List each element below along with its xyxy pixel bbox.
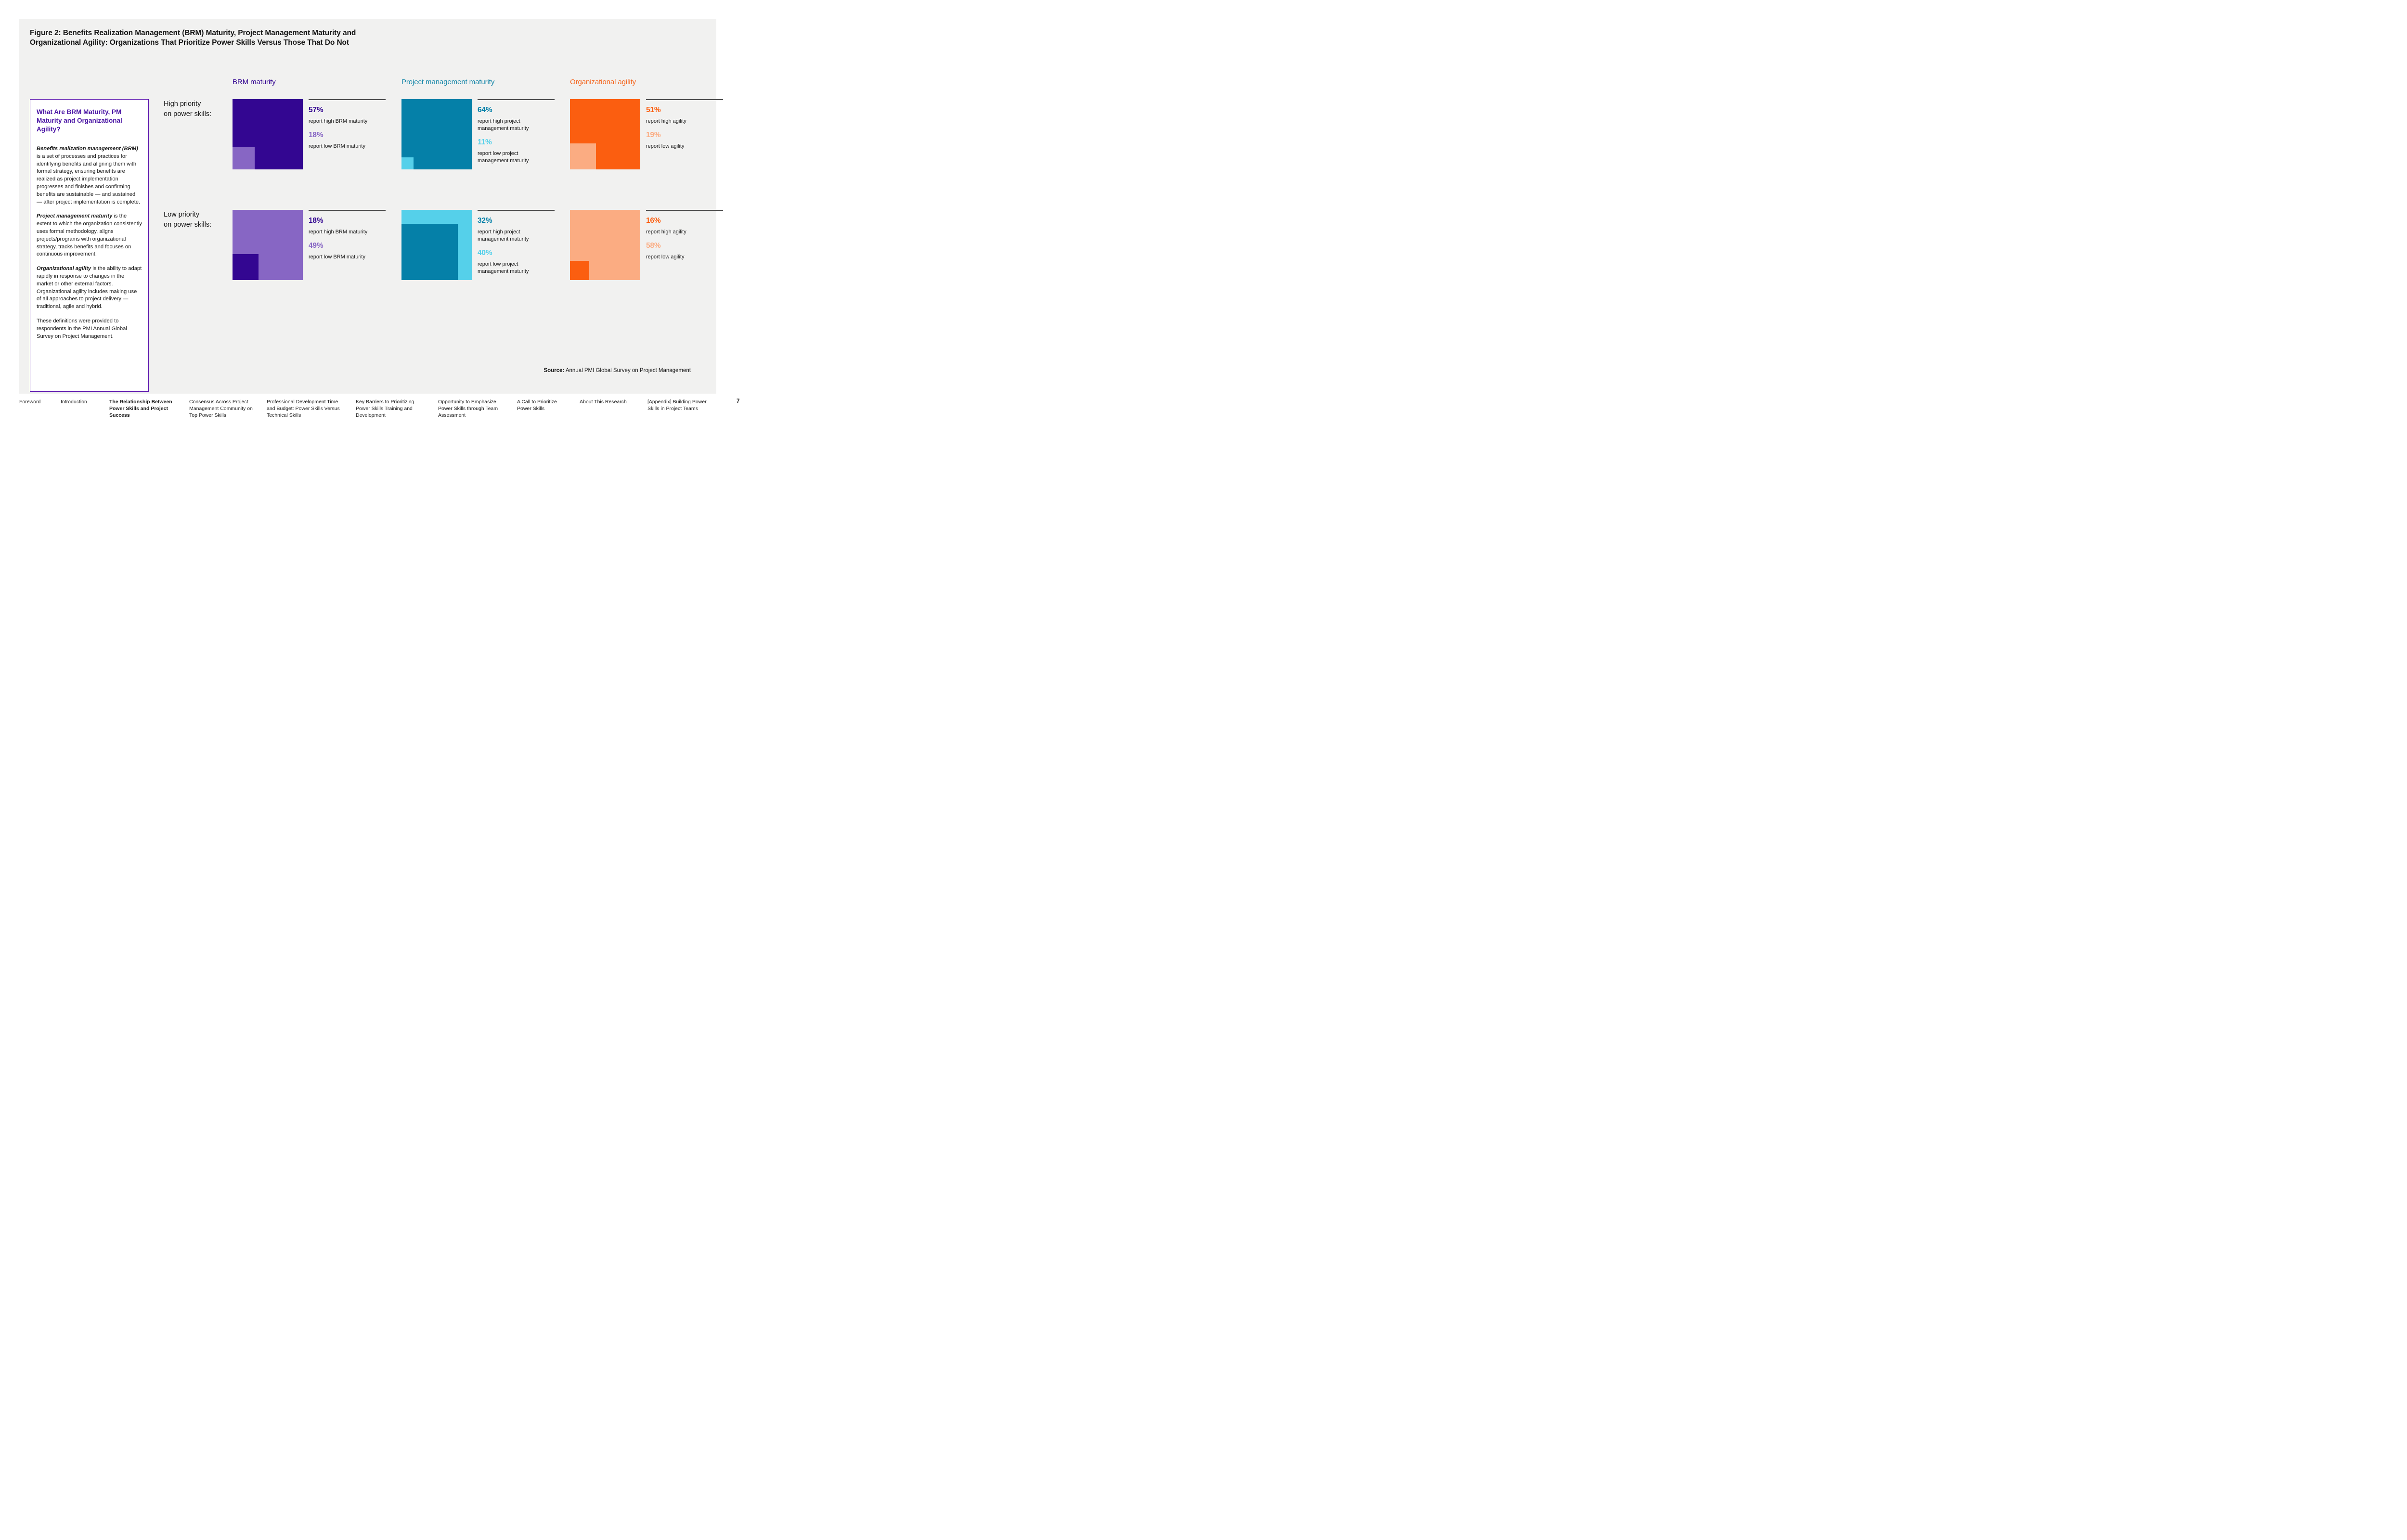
row-label-high-line1: High priority [164, 100, 201, 108]
definition-org-agility-text: is the ability to adapt rapidly in respo… [37, 266, 142, 310]
definition-pm-maturity-text: is the extent to which the organization … [37, 213, 142, 257]
footer-item-call-to-prioritize[interactable]: A Call to Prioritize Power Skills [517, 399, 557, 411]
stat-value: 18% [309, 130, 324, 139]
source-note: Source: Annual PMI Global Survey on Proj… [544, 368, 691, 373]
footer-navigation: Foreword Introduction The Relationship B… [0, 394, 755, 424]
stat-value: 11% [478, 138, 492, 146]
square-low-pm-maturity [401, 157, 414, 169]
definitions-note-text: These definitions were provided to respo… [37, 318, 127, 339]
divider [646, 99, 723, 100]
stat-value: 51% [646, 105, 661, 114]
stat-value: 32% [478, 216, 492, 225]
stat-caption: report low BRM maturity [309, 143, 365, 149]
stat-caption: report low project management maturity [478, 261, 529, 274]
footer-item-key-barriers[interactable]: Key Barriers to Prioritizing Power Skill… [356, 399, 414, 418]
stats-block: 51% report high agility 19% report low a… [646, 99, 724, 150]
stat-value: 16% [646, 216, 661, 225]
definition-brm-text: is a set of processes and practices for … [37, 153, 141, 205]
footer-item-introduction[interactable]: Introduction [61, 399, 87, 405]
square-low-agility [570, 143, 596, 169]
source-text: Annual PMI Global Survey on Project Mana… [565, 368, 691, 373]
stat-value: 18% [309, 216, 324, 225]
square-low-brm-maturity [233, 147, 255, 169]
cell-brm-low-priority: 18% report high BRM maturity 49% report … [233, 210, 387, 313]
report-page: Figure 2: Benefits Realization Managemen… [0, 0, 755, 424]
stat-value: 58% [646, 241, 661, 250]
stat-value: 40% [478, 248, 492, 257]
stat-value: 49% [309, 241, 324, 250]
definitions-note: These definitions were provided to respo… [37, 318, 142, 340]
square-high-pm-maturity [401, 224, 458, 280]
stat-value: 57% [309, 105, 324, 114]
stats-block: 18% report high BRM maturity 49% report … [309, 210, 387, 261]
row-label-low-line1: Low priority [164, 211, 200, 218]
footer-item-relationship-power-skills[interactable]: The Relationship Between Power Skills an… [109, 399, 172, 418]
page-number: 7 [737, 398, 740, 404]
stat-caption: report high project management maturity [478, 229, 529, 242]
stat-caption: report high agility [646, 229, 686, 235]
divider [478, 210, 555, 211]
cell-pm-low-priority: 32% report high project management matur… [401, 210, 556, 313]
footer-item-consensus[interactable]: Consensus Across Project Management Comm… [189, 399, 253, 418]
figure-title: Figure 2: Benefits Realization Managemen… [30, 28, 396, 48]
square-high-brm-maturity [233, 254, 259, 280]
row-label-high-line2: on power skills: [164, 110, 212, 118]
stat-caption: report high project management maturity [478, 118, 529, 131]
row-label-high-priority: High priority on power skills: [164, 99, 236, 119]
figure-title-line2: Organizational Agility: Organizations Th… [30, 38, 349, 47]
definition-pm-maturity: Project management maturity is the exten… [37, 213, 142, 258]
definition-pm-maturity-term: Project management maturity [37, 213, 113, 219]
footer-item-appendix[interactable]: [Appendix] Building Power Skills in Proj… [647, 399, 707, 411]
column-header-org-agility: Organizational agility [570, 78, 636, 86]
column-header-brm-maturity: BRM maturity [233, 78, 276, 86]
stat-caption: report low BRM maturity [309, 254, 365, 260]
footer-item-about-research[interactable]: About This Research [580, 399, 627, 405]
footer-item-professional-development[interactable]: Professional Development Time and Budget… [267, 399, 340, 418]
figure-title-line1: Figure 2: Benefits Realization Managemen… [30, 29, 356, 37]
definition-brm: Benefits realization management (BRM) is… [37, 145, 142, 206]
stats-block: 32% report high project management matur… [478, 210, 556, 275]
footer-item-opportunity[interactable]: Opportunity to Emphasize Power Skills th… [438, 399, 498, 418]
stat-caption: report low agility [646, 254, 685, 260]
stat-caption: report high BRM maturity [309, 229, 368, 235]
definitions-box: What Are BRM Maturity, PM Maturity and O… [30, 99, 149, 392]
stats-block: 57% report high BRM maturity 18% report … [309, 99, 387, 150]
definition-org-agility: Organizational agility is the ability to… [37, 265, 142, 311]
stat-value: 64% [478, 105, 492, 114]
stat-caption: report high BRM maturity [309, 118, 368, 124]
stat-caption: report low agility [646, 143, 685, 149]
cell-agility-low-priority: 16% report high agility 58% report low a… [570, 210, 724, 313]
definition-org-agility-term: Organizational agility [37, 266, 91, 272]
definition-brm-term: Benefits realization management (BRM) [37, 146, 138, 152]
row-label-low-line2: on power skills: [164, 221, 212, 229]
stats-block: 64% report high project management matur… [478, 99, 556, 165]
divider [646, 210, 723, 211]
row-label-low-priority: Low priority on power skills: [164, 210, 236, 230]
divider [309, 210, 386, 211]
cell-pm-high-priority: 64% report high project management matur… [401, 99, 556, 203]
stat-caption: report high agility [646, 118, 686, 124]
source-label: Source: [544, 368, 565, 373]
column-header-pm-maturity: Project management maturity [401, 78, 495, 86]
divider [478, 99, 555, 100]
stat-caption: report low project management maturity [478, 150, 529, 164]
stats-block: 16% report high agility 58% report low a… [646, 210, 724, 261]
stat-value: 19% [646, 130, 661, 139]
cell-brm-high-priority: 57% report high BRM maturity 18% report … [233, 99, 387, 203]
figure-panel: Figure 2: Benefits Realization Managemen… [19, 19, 723, 394]
definitions-box-heading: What Are BRM Maturity, PM Maturity and O… [37, 108, 122, 133]
square-high-agility [570, 261, 589, 280]
divider [309, 99, 386, 100]
cell-agility-high-priority: 51% report high agility 19% report low a… [570, 99, 724, 203]
footer-item-foreword[interactable]: Foreword [19, 399, 41, 405]
